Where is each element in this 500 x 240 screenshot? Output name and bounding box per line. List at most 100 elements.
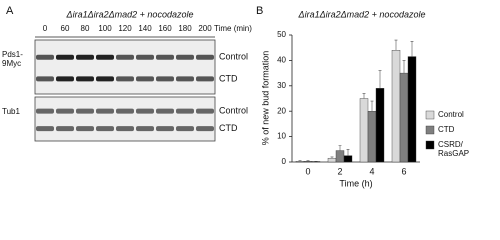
- y-tick-label: 20: [277, 106, 286, 115]
- x-axis-title: Time (h): [339, 178, 372, 188]
- protein-label: Tub1: [2, 107, 20, 116]
- band: [176, 76, 194, 82]
- band: [76, 126, 94, 132]
- time-unit: Time (min): [214, 24, 252, 33]
- band: [56, 76, 74, 82]
- bar: [375, 88, 385, 163]
- y-tick-label: 30: [277, 81, 286, 90]
- y-tick-label: 0: [282, 157, 287, 166]
- band: [136, 108, 154, 114]
- bar: [303, 161, 313, 163]
- band: [116, 108, 134, 114]
- band: [116, 54, 134, 60]
- bar: [367, 110, 377, 163]
- error-bar: [362, 93, 366, 99]
- band: [196, 108, 214, 114]
- bar: [359, 98, 369, 163]
- y-tick-label: 10: [277, 132, 286, 141]
- error-bar: [394, 39, 398, 51]
- band: [196, 76, 214, 82]
- band: [136, 54, 154, 60]
- panel-label: B: [256, 5, 263, 17]
- band: [56, 108, 74, 114]
- band: [136, 126, 154, 132]
- time-label: 200: [198, 24, 212, 33]
- x-tick-label: 4: [369, 166, 374, 176]
- chart-title: Δira1Δira2Δmad2 + nocodazole: [298, 9, 426, 19]
- band: [176, 108, 194, 114]
- blot: [34, 96, 216, 142]
- band: [156, 54, 174, 60]
- y-axis-title: % of new bud formation: [260, 51, 270, 146]
- x-tick-label: 2: [337, 166, 342, 176]
- band: [176, 126, 194, 132]
- x-tick-label: 6: [401, 166, 406, 176]
- time-label: 60: [61, 24, 70, 33]
- bar: [295, 161, 305, 163]
- band: [136, 76, 154, 82]
- time-label: 100: [98, 24, 112, 33]
- panel-label: A: [6, 5, 14, 17]
- error-bar: [298, 160, 302, 162]
- band: [156, 76, 174, 82]
- bar: [407, 56, 417, 163]
- condition-label: Control: [219, 52, 248, 62]
- time-label: 180: [178, 24, 192, 33]
- condition-label: CTD: [219, 123, 238, 133]
- band: [96, 76, 114, 82]
- error-bar: [330, 156, 334, 159]
- legend-swatch: [425, 125, 435, 135]
- error-bar: [306, 160, 310, 162]
- figure: A Δira1Δira2Δmad2 + nocodazole B Δira1Δi…: [2, 5, 470, 188]
- band: [56, 126, 74, 132]
- band: [36, 126, 54, 132]
- protein-label: Pds1-9Myc: [2, 50, 23, 68]
- band: [96, 54, 114, 60]
- band: [56, 54, 74, 60]
- band: [196, 126, 214, 132]
- y-tick-label: 40: [277, 56, 286, 65]
- error-bar: [370, 100, 374, 112]
- bar: [391, 50, 401, 163]
- band: [176, 54, 194, 60]
- error-bar: [402, 60, 406, 74]
- error-bar: [410, 41, 414, 57]
- band: [36, 54, 54, 60]
- time-label: 0: [43, 24, 48, 33]
- band: [76, 54, 94, 60]
- error-bar: [338, 145, 342, 151]
- legend-label: CTD: [438, 125, 455, 134]
- error-bar: [378, 70, 382, 89]
- condition-label: Control: [219, 105, 248, 115]
- band: [156, 126, 174, 132]
- blot: [34, 39, 216, 95]
- band: [36, 108, 54, 114]
- y-tick-label: 50: [277, 30, 286, 39]
- time-label: 140: [138, 24, 152, 33]
- band: [116, 76, 134, 82]
- band: [156, 108, 174, 114]
- error-bar: [346, 149, 350, 156]
- time-label: 80: [81, 24, 90, 33]
- band: [76, 76, 94, 82]
- band: [196, 54, 214, 60]
- band: [96, 126, 114, 132]
- legend-label: Control: [438, 110, 464, 119]
- bar: [327, 157, 337, 163]
- bar: [343, 155, 353, 163]
- band: [36, 76, 54, 82]
- x-tick-label: 0: [305, 166, 310, 176]
- band: [96, 108, 114, 114]
- legend-swatch: [425, 140, 435, 150]
- panel-title: Δira1Δira2Δmad2 + nocodazole: [66, 9, 194, 19]
- bar: [335, 150, 345, 163]
- band: [116, 126, 134, 132]
- bar: [311, 161, 321, 163]
- legend-swatch: [425, 110, 435, 120]
- time-label: 120: [118, 24, 132, 33]
- condition-label: CTD: [219, 73, 238, 83]
- band: [76, 108, 94, 114]
- legend-label: CSRD/ RasGAP: [438, 140, 470, 158]
- figure-graphics: A Δira1Δira2Δmad2 + nocodazole B Δira1Δi…: [6, 5, 435, 188]
- time-label: 160: [158, 24, 172, 33]
